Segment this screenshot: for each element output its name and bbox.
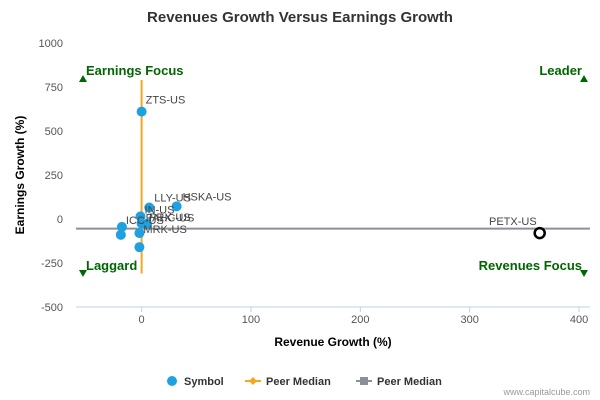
quadrant-earnings-focus: Earnings Focus: [86, 63, 184, 78]
highlight-point-label: PETX-US: [489, 216, 537, 228]
y-tick-label: 750: [45, 82, 63, 94]
credit-text: www.capitalcube.com: [502, 387, 590, 397]
legend-peer-median-label-2: Peer Median: [377, 376, 442, 388]
data-point[interactable]: [171, 201, 182, 212]
y-tick-label: 250: [45, 170, 63, 182]
quadrant-laggard: Laggard: [86, 258, 137, 273]
x-tick-label: 0: [139, 314, 145, 326]
legend-item-peer-median-earnings[interactable]: Peer Median: [356, 376, 442, 388]
data-point-label: HSKA-US: [183, 191, 232, 203]
legend-symbol-label: Symbol: [184, 376, 224, 388]
x-axis-title: Revenue Growth (%): [274, 335, 391, 349]
x-tick-label: 300: [461, 314, 479, 326]
x-axis-ticks: 0 100 200 300 400: [139, 307, 588, 326]
legend-item-peer-median-revenue[interactable]: Peer Median: [245, 376, 331, 388]
legend-symbol-marker: [167, 376, 177, 386]
leader-arrow-icon: [580, 75, 588, 82]
legend-grey-square-icon: [360, 377, 368, 385]
chart-title: Revenues Growth Versus Earnings Growth: [147, 9, 453, 26]
data-point[interactable]: [115, 229, 126, 240]
data-point-label: IN-US: [145, 204, 175, 216]
data-point[interactable]: [142, 218, 153, 229]
data-point[interactable]: [144, 202, 155, 213]
data-point[interactable]: [136, 106, 147, 117]
legend-peer-median-label: Peer Median: [266, 376, 331, 388]
highlight-point[interactable]: [533, 226, 546, 240]
legend-orange-diamond-icon: [249, 377, 257, 385]
y-tick-label: 1000: [39, 38, 63, 50]
legend-item-symbol[interactable]: Symbol: [167, 376, 224, 388]
data-point-label: PAHC-US: [146, 212, 195, 224]
data-point-label: ZTS-US: [146, 95, 186, 107]
data-point[interactable]: [134, 242, 145, 253]
revenues-focus-arrow-icon: [580, 270, 588, 277]
data-point-label: LLY-US: [154, 193, 191, 205]
y-axis-ticks: 1000 750 500 250 0 -250 -500: [39, 38, 63, 314]
quadrant-leader: Leader: [539, 63, 582, 78]
legend: Symbol Peer Median Peer Median: [167, 376, 442, 388]
y-tick-label: -500: [41, 302, 63, 314]
laggard-arrow-icon: [79, 270, 87, 277]
data-point-label: PRX-US: [149, 212, 191, 224]
data-point-label: ICC-US: [126, 215, 164, 227]
quadrant-revenues-focus: Revenues Focus: [479, 258, 582, 273]
x-tick-label: 100: [242, 314, 260, 326]
data-point[interactable]: [134, 228, 145, 239]
x-tick-label: 400: [570, 314, 588, 326]
data-point-label: MRK-US: [143, 224, 186, 236]
x-tick-label: 200: [351, 314, 369, 326]
y-tick-label: 0: [57, 214, 63, 226]
y-axis-title: Earnings Growth (%): [13, 116, 27, 235]
y-tick-label: -250: [41, 258, 63, 270]
data-point[interactable]: [116, 221, 127, 232]
y-tick-label: 500: [45, 126, 63, 138]
earnings-focus-arrow-icon: [79, 75, 87, 82]
